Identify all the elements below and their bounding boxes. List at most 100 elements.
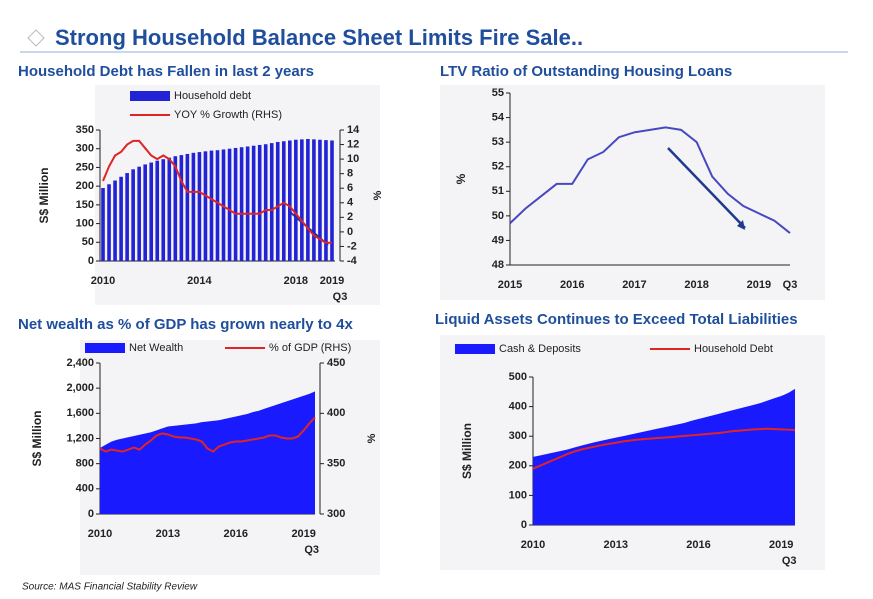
y-axis-label: S$ Million bbox=[30, 410, 44, 466]
y-tick-label: 0 bbox=[521, 519, 527, 531]
x-tick-label: 2010 bbox=[88, 528, 112, 540]
bar bbox=[149, 162, 154, 261]
legend-swatch bbox=[130, 91, 170, 101]
bar bbox=[300, 139, 304, 261]
y-tick-label: 400 bbox=[76, 483, 94, 495]
chart-title: Household Debt has Fallen in last 2 year… bbox=[18, 63, 314, 80]
bar bbox=[167, 157, 172, 261]
y-tick-label: 48 bbox=[492, 259, 504, 271]
y-tick-label: 49 bbox=[492, 234, 504, 246]
bar bbox=[137, 166, 141, 261]
y-tick-label: 53 bbox=[492, 136, 504, 148]
y-tick-label: 50 bbox=[492, 210, 504, 222]
bar bbox=[119, 176, 123, 261]
bar bbox=[251, 145, 256, 261]
x-tick-label: 2019 Q3 bbox=[291, 528, 319, 556]
chart-title: Liquid Assets Continues to Exceed Total … bbox=[435, 311, 798, 328]
y-tick-label: 500 bbox=[509, 371, 527, 383]
line bbox=[99, 416, 316, 453]
y-tick-label: 350 bbox=[76, 124, 94, 136]
bar bbox=[281, 141, 286, 261]
x-tick-label: 2016 bbox=[224, 528, 248, 540]
y-tick-label: 800 bbox=[76, 458, 94, 470]
y-tick-label: 54 bbox=[492, 111, 505, 123]
y2-tick-label: 2 bbox=[347, 211, 353, 223]
y-tick-label: 200 bbox=[76, 180, 94, 192]
bar bbox=[263, 144, 268, 261]
bar bbox=[312, 139, 316, 261]
x-tick-label: 2018 bbox=[684, 279, 708, 291]
bar bbox=[233, 147, 238, 261]
y-tick-label: 0 bbox=[88, 255, 94, 267]
y-tick-label: 250 bbox=[76, 161, 94, 173]
bar bbox=[173, 156, 178, 261]
arrow-head bbox=[737, 220, 745, 230]
x-tick-label: 2010 bbox=[521, 539, 545, 551]
bar bbox=[215, 150, 220, 261]
y-axis-label: S$ Million bbox=[460, 423, 474, 479]
panel bbox=[440, 85, 825, 300]
bar bbox=[155, 160, 160, 261]
source: Source: MAS Financial Stability Review bbox=[22, 582, 198, 593]
y-tick-label: 1,600 bbox=[66, 407, 94, 419]
y2-tick-label: 12 bbox=[347, 138, 359, 150]
y2-tick-label: 10 bbox=[347, 153, 359, 165]
line bbox=[102, 139, 332, 244]
y2-tick-label: 450 bbox=[327, 357, 345, 369]
bar bbox=[239, 147, 244, 261]
y-tick-label: 100 bbox=[76, 217, 94, 229]
arrow bbox=[667, 147, 746, 229]
y-tick-label: 51 bbox=[492, 185, 504, 197]
x-tick-label: 2019 bbox=[747, 279, 771, 291]
y2-tick-label: 6 bbox=[347, 182, 353, 194]
y2-axis-label: % bbox=[366, 433, 378, 443]
x-tick-label: 2019 Q3 bbox=[769, 539, 797, 567]
bar bbox=[179, 155, 184, 261]
bar bbox=[275, 141, 280, 261]
legend-label: % of GDP (RHS) bbox=[269, 342, 351, 354]
bar bbox=[269, 143, 274, 261]
y2-tick-label: 350 bbox=[327, 458, 345, 470]
y-tick-label: 300 bbox=[76, 143, 94, 155]
line bbox=[532, 427, 796, 470]
x-tick-label: 2014 bbox=[187, 275, 212, 287]
bar bbox=[288, 140, 292, 261]
x-tick-label: 2013 bbox=[603, 539, 627, 551]
bar bbox=[107, 184, 111, 261]
x-tick-label: 2013 bbox=[156, 528, 180, 540]
bar bbox=[294, 139, 298, 261]
line bbox=[509, 126, 791, 234]
x-tick-label: 2016 bbox=[686, 539, 710, 551]
bar bbox=[257, 144, 262, 261]
bar bbox=[209, 150, 214, 261]
y-tick-label: 400 bbox=[509, 401, 527, 413]
legend-label: YOY % Growth (RHS) bbox=[174, 109, 282, 121]
bar bbox=[330, 140, 334, 261]
x-tick-label: Q3 bbox=[783, 279, 798, 291]
y2-tick-label: 400 bbox=[327, 407, 345, 419]
diamond-icon bbox=[27, 29, 45, 47]
bar bbox=[125, 173, 129, 261]
y-tick-label: 150 bbox=[76, 199, 94, 211]
bar bbox=[221, 149, 226, 261]
y-tick-label: 2,000 bbox=[66, 382, 94, 394]
bar bbox=[161, 159, 166, 261]
bar bbox=[324, 140, 328, 261]
y2-tick-label: 8 bbox=[347, 168, 353, 180]
y2-tick-label: -4 bbox=[347, 255, 358, 267]
y-tick-label: 55 bbox=[492, 87, 504, 99]
chart-title: LTV Ratio of Outstanding Housing Loans bbox=[440, 63, 732, 80]
bar bbox=[318, 139, 322, 261]
y2-axis-label: % bbox=[372, 190, 384, 200]
y-tick-label: 300 bbox=[509, 430, 527, 442]
x-tick-label: 2015 bbox=[498, 279, 522, 291]
area bbox=[100, 391, 315, 514]
legend-label: Cash & Deposits bbox=[499, 343, 581, 355]
bar bbox=[197, 152, 202, 261]
x-tick-label: 2018 bbox=[284, 275, 308, 287]
chart-title: Net wealth as % of GDP has grown nearly … bbox=[18, 316, 353, 333]
y2-tick-label: 300 bbox=[327, 508, 345, 520]
legend-swatch bbox=[455, 344, 495, 354]
slide-title: Strong Household Balance Sheet Limits Fi… bbox=[55, 25, 583, 50]
y-tick-label: 0 bbox=[88, 508, 94, 520]
